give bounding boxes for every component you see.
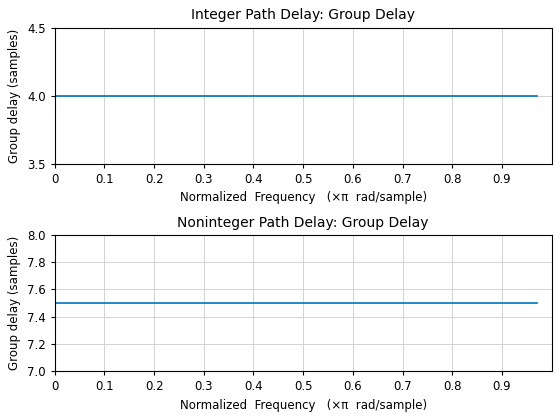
X-axis label: Normalized  Frequency   (×π  rad/sample): Normalized Frequency (×π rad/sample): [180, 399, 427, 412]
X-axis label: Normalized  Frequency   (×π  rad/sample): Normalized Frequency (×π rad/sample): [180, 192, 427, 205]
Title: Noninteger Path Delay: Group Delay: Noninteger Path Delay: Group Delay: [178, 215, 429, 230]
Y-axis label: Group delay (samples): Group delay (samples): [8, 236, 21, 370]
Y-axis label: Group delay (samples): Group delay (samples): [8, 29, 21, 163]
Title: Integer Path Delay: Group Delay: Integer Path Delay: Group Delay: [191, 8, 415, 22]
